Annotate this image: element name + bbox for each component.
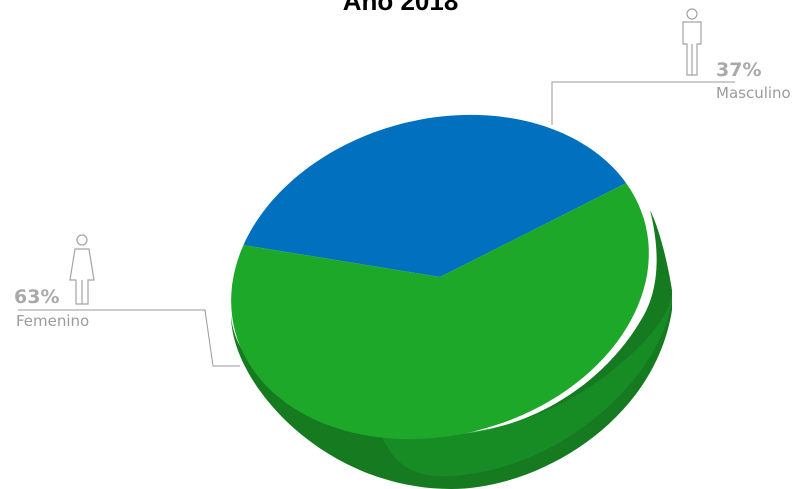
pie-slices — [231, 114, 649, 440]
female-person-icon — [69, 234, 95, 305]
male-person-icon — [682, 8, 702, 76]
femenino-category-label: Femenino — [16, 312, 90, 330]
femenino-percent-label: 63% — [14, 286, 60, 308]
masculino-category-label: Masculino — [716, 84, 791, 102]
masculino-percent-label: 37% — [716, 59, 762, 81]
chart-title: Año 2018 — [342, 0, 459, 16]
pie-side — [231, 210, 672, 489]
femenino-leader-line — [18, 309, 240, 367]
masculino-leader-line — [551, 81, 735, 125]
pie-slice-femenino — [231, 183, 649, 440]
pie-slice-masculino — [243, 114, 627, 278]
